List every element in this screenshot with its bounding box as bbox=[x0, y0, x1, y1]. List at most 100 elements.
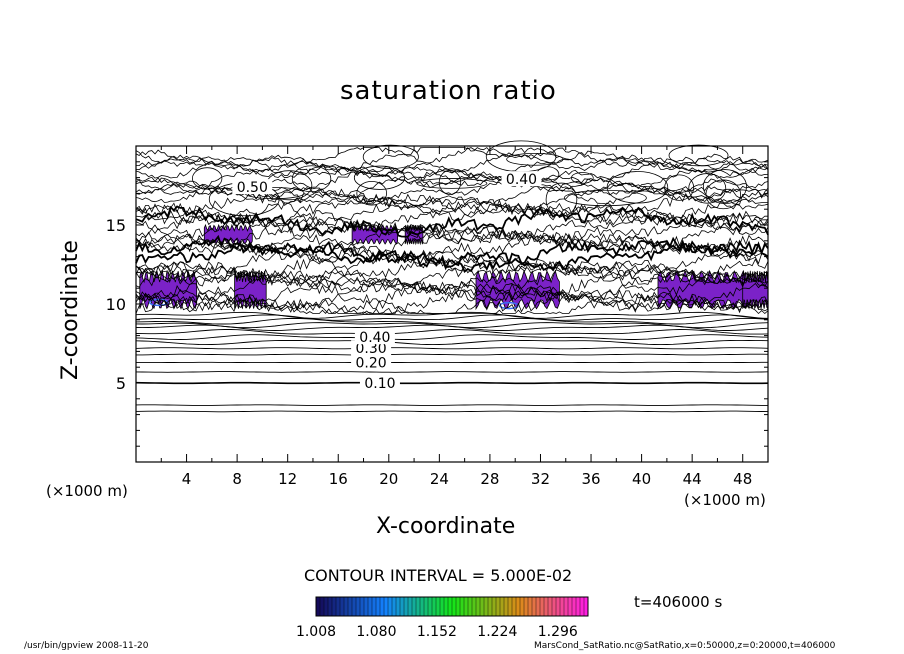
colorbar-cell bbox=[368, 597, 373, 616]
contour-eddy bbox=[688, 173, 727, 204]
contour-line bbox=[135, 329, 769, 335]
supersaturation-shading bbox=[139, 223, 769, 311]
colorbar-cell bbox=[528, 597, 533, 616]
colorbar-cell bbox=[432, 597, 437, 616]
contour-interval-label: CONTOUR INTERVAL = 5.000E-02 bbox=[304, 566, 573, 585]
x-tick-label: 4 bbox=[182, 470, 192, 488]
contour-line bbox=[135, 339, 769, 346]
colorbar-cell bbox=[476, 597, 481, 616]
colorbar-cell bbox=[376, 597, 381, 616]
contour-label-bg bbox=[359, 375, 400, 390]
contour-label-bg bbox=[351, 354, 392, 370]
contour-line bbox=[135, 255, 769, 287]
contour-eddy bbox=[664, 174, 695, 201]
colorbar-cell bbox=[324, 597, 329, 616]
colorbar-cell bbox=[392, 597, 397, 616]
colorbar-cell bbox=[452, 597, 457, 616]
x-tick-label: 20 bbox=[379, 470, 398, 488]
contour-line bbox=[135, 282, 769, 313]
contour-line bbox=[135, 314, 769, 321]
x-tick-label: 12 bbox=[278, 470, 297, 488]
colorbar-cell bbox=[532, 597, 537, 616]
contour-eddy bbox=[291, 165, 332, 193]
colorbar-cell bbox=[584, 597, 589, 616]
contour-line bbox=[136, 147, 769, 171]
colorbar-cell bbox=[580, 597, 585, 616]
colorbar-cell bbox=[352, 597, 357, 616]
colorbar-cell bbox=[344, 597, 349, 616]
contour-line bbox=[135, 149, 769, 179]
contour-line bbox=[135, 371, 769, 373]
contour-line bbox=[135, 193, 769, 224]
colorbar-cell bbox=[496, 597, 501, 616]
colorbar-cell bbox=[560, 597, 565, 616]
colorbar-cell bbox=[464, 597, 469, 616]
contour-line bbox=[135, 317, 769, 325]
colorbar-cell bbox=[408, 597, 413, 616]
x-tick-label: 40 bbox=[632, 470, 651, 488]
chart-title: saturation ratio bbox=[340, 76, 557, 106]
colorbar-cell bbox=[548, 597, 553, 616]
colorbar-tick-label: 1.296 bbox=[538, 624, 578, 640]
colorbar-cell bbox=[360, 597, 365, 616]
footer-command: /usr/bin/gpview 2008-11-20 bbox=[24, 641, 149, 651]
x-tick-label: 8 bbox=[232, 470, 242, 488]
contour-eddy bbox=[438, 169, 462, 195]
contour-lines bbox=[135, 140, 769, 413]
contour-eddy bbox=[353, 165, 406, 190]
contour-eddy bbox=[606, 171, 669, 204]
contour-eddy bbox=[668, 144, 729, 167]
contour-line bbox=[135, 334, 769, 340]
colorbar-tick-label: 1.152 bbox=[417, 624, 457, 640]
colorbar-cell bbox=[320, 597, 325, 616]
contour-eddy bbox=[705, 179, 742, 210]
x-tick-label: 32 bbox=[531, 470, 550, 488]
contour-eddy bbox=[416, 178, 488, 189]
x-tick-label: 28 bbox=[480, 470, 499, 488]
colorbar-cell bbox=[512, 597, 517, 616]
contour-line bbox=[135, 264, 769, 296]
contour-labels: 0.100.200.300.400.50 0.40 bbox=[232, 171, 542, 392]
colorbar-tick-label: 1.080 bbox=[356, 624, 396, 640]
contour-line bbox=[135, 171, 769, 202]
colorbar-cell bbox=[416, 597, 421, 616]
colorbar-cell bbox=[428, 597, 433, 616]
colorbar-cell bbox=[456, 597, 461, 616]
contour-line bbox=[135, 251, 769, 282]
colorbar-cell bbox=[440, 597, 445, 616]
contour-line bbox=[135, 277, 769, 309]
contour-label: 0.50 bbox=[237, 180, 268, 196]
contour-label: 0.20 bbox=[356, 355, 387, 371]
x-axis-unit: (×1000 m) bbox=[684, 491, 766, 509]
colorbar-cell bbox=[520, 597, 525, 616]
supersaturated-region bbox=[475, 269, 560, 311]
contour-line bbox=[135, 272, 769, 304]
colorbar-cell bbox=[492, 597, 497, 616]
footer-source: MarsCond_SatRatio.nc@SatRatio,x=0:50000,… bbox=[534, 641, 836, 651]
contour-eddy bbox=[192, 167, 223, 190]
x-axis-label: X-coordinate bbox=[376, 514, 516, 539]
contour-line bbox=[135, 267, 769, 300]
colorbar-cell bbox=[472, 597, 477, 616]
colorbar-cell bbox=[396, 597, 401, 616]
contour-line bbox=[135, 197, 769, 229]
colorbar-cell bbox=[488, 597, 493, 616]
y-axis-label: Z-coordinate bbox=[58, 240, 83, 380]
contour-label: 0.30 bbox=[356, 341, 387, 357]
colorbar-cell bbox=[336, 597, 341, 616]
colorbar-cell bbox=[348, 597, 353, 616]
colorbar-cell bbox=[388, 597, 393, 616]
colorbar-cell bbox=[460, 597, 465, 616]
contour-line bbox=[135, 163, 769, 192]
contour-line bbox=[135, 187, 769, 221]
colorbar-cell bbox=[380, 597, 385, 616]
colorbar: 1.008 1.080 1.152 1.224 1.296 bbox=[296, 596, 589, 640]
colorbar-cell bbox=[556, 597, 561, 616]
colorbar-cell bbox=[420, 597, 425, 616]
contour-line bbox=[135, 291, 769, 314]
contour-eddy bbox=[702, 169, 747, 204]
contour-label: 0.40 bbox=[359, 330, 390, 346]
y-axis-ticks: 5 10 15 bbox=[106, 161, 768, 447]
